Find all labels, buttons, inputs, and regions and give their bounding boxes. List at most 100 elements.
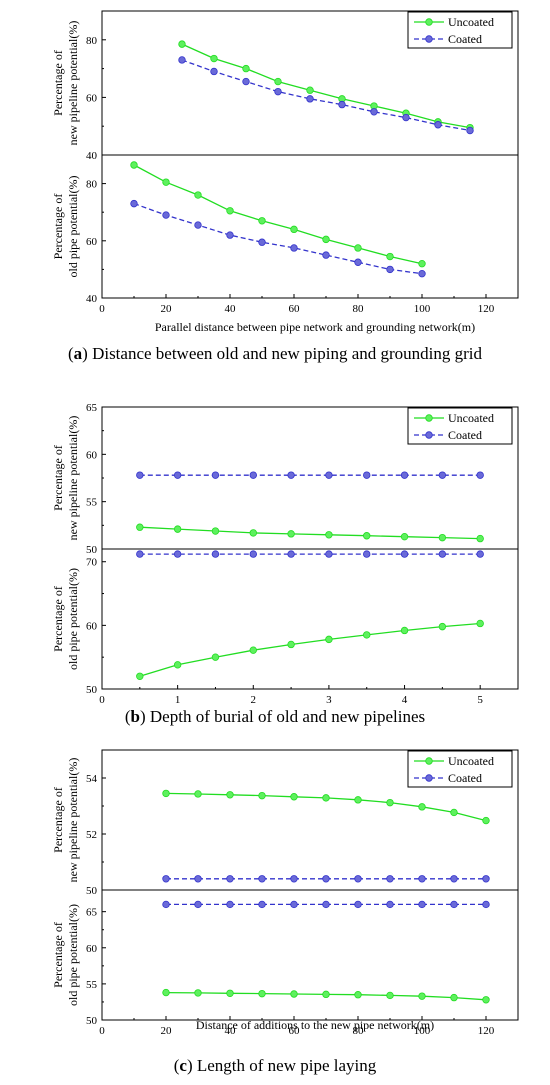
data-point-coated	[325, 550, 333, 558]
data-point-uncoated	[306, 86, 314, 94]
legend-label-uncoated: Uncoated	[448, 754, 494, 768]
legend: Uncoated Coated	[407, 407, 513, 445]
legend-box	[407, 407, 513, 445]
data-point-coated	[482, 900, 490, 909]
panel-caption: (a) Distance between old and new piping …	[68, 344, 483, 363]
subplot-a-2: 40 60 80 Percentage ofold pipe potential(%)	[51, 154, 519, 305]
legend-box	[407, 11, 513, 49]
y-axis-label-line: Percentage of	[51, 922, 65, 988]
data-point-coated	[226, 231, 234, 239]
legend-marker-coated	[425, 35, 433, 43]
data-point-coated	[173, 471, 182, 479]
data-point-uncoated	[322, 990, 330, 999]
y-tick-label: 65	[86, 907, 98, 919]
data-point-coated	[370, 108, 378, 116]
caption-paren: )	[82, 344, 88, 363]
x-tick-label: 100	[414, 1025, 431, 1037]
y-axis-label: Percentage ofold pipe potential(%)	[51, 904, 80, 1006]
caption-letter: c	[179, 1056, 187, 1075]
data-point-coated	[386, 265, 394, 274]
caption-letter: a	[74, 344, 83, 363]
data-point-coated	[211, 550, 220, 558]
data-point-coated	[438, 471, 447, 479]
data-point-coated	[136, 550, 144, 558]
data-point-coated	[258, 875, 266, 883]
data-point-uncoated	[136, 672, 144, 680]
data-point-coated	[194, 875, 202, 883]
data-point-coated	[162, 211, 170, 219]
data-point-uncoated	[325, 531, 333, 539]
y-tick-label: 40	[86, 293, 98, 305]
y-axis-label: Percentage ofold pipe potential(%)	[51, 176, 80, 278]
y-tick-label: 60	[86, 620, 98, 632]
data-point-uncoated	[210, 54, 218, 63]
y-axis-label-line: Percentage of	[51, 445, 65, 511]
data-point-uncoated	[363, 631, 371, 639]
legend-box	[407, 750, 513, 788]
x-tick-label: 0	[99, 1025, 105, 1037]
y-tick-label: 60	[86, 236, 98, 248]
data-point-coated	[354, 258, 362, 266]
legend-marker-uncoated	[425, 414, 433, 422]
data-point-uncoated	[194, 989, 202, 997]
caption-paren: )	[140, 707, 146, 726]
data-point-uncoated	[322, 794, 330, 802]
series-line-uncoated	[139, 622, 481, 677]
data-point-coated	[400, 471, 409, 479]
data-point-coated	[290, 875, 298, 883]
x-tick-label: 0	[99, 303, 105, 315]
data-point-uncoated	[438, 622, 447, 631]
legend-marker-uncoated	[425, 18, 433, 26]
data-point-uncoated	[290, 990, 298, 998]
panel-caption: (b) Depth of burial of old and new pipel…	[125, 707, 425, 726]
x-tick-label: 120	[478, 1025, 495, 1037]
data-point-uncoated	[211, 653, 220, 661]
y-axis-label: Percentage ofnew pipeline potential(%)	[51, 21, 80, 146]
data-point-uncoated	[482, 816, 490, 825]
y-tick-label: 54	[86, 773, 98, 785]
y-tick-label: 55	[86, 497, 98, 509]
data-point-uncoated	[325, 635, 333, 644]
y-axis-label-line: Percentage of	[51, 787, 65, 853]
data-point-coated	[482, 875, 490, 883]
data-point-uncoated	[354, 244, 362, 252]
legend-marker-coated	[425, 774, 433, 782]
caption-text: Length of new pipe laying	[193, 1056, 377, 1075]
data-point-uncoated	[386, 252, 394, 261]
x-axis-label: Parallel distance between pipe network a…	[155, 320, 475, 334]
caption-text: Depth of burial of old and new pipelines	[146, 707, 426, 726]
data-point-coated	[249, 550, 257, 558]
data-point-uncoated	[136, 523, 144, 531]
data-point-uncoated	[418, 259, 426, 268]
data-point-coated	[306, 95, 314, 103]
data-point-uncoated	[418, 992, 426, 1000]
data-point-uncoated	[450, 993, 458, 1002]
legend-label-coated: Coated	[448, 771, 482, 785]
data-point-uncoated	[162, 789, 170, 798]
y-tick-label: 50	[86, 544, 98, 556]
y-axis-label-line: Percentage of	[51, 586, 65, 652]
y-axis-label: Percentage ofnew pipeline potential(%)	[51, 416, 80, 541]
data-point-coated	[178, 56, 186, 64]
y-axis-label-line: old pipe potential(%)	[66, 176, 80, 278]
data-point-uncoated	[226, 791, 234, 799]
data-point-uncoated	[258, 989, 266, 998]
data-point-coated	[226, 900, 234, 909]
series-line-uncoated	[133, 164, 423, 265]
data-point-coated	[290, 900, 298, 909]
x-tick-label: 60	[289, 303, 301, 315]
panel-caption: (c) Length of new pipe laying	[174, 1056, 377, 1075]
data-point-coated	[242, 77, 250, 86]
data-point-coated	[258, 900, 266, 909]
data-point-uncoated	[162, 178, 170, 186]
plot-frame	[101, 889, 519, 1021]
x-tick-label: 1	[175, 694, 181, 706]
series-line-uncoated	[181, 43, 471, 129]
legend-label-coated: Coated	[448, 32, 482, 46]
data-point-coated	[226, 875, 234, 883]
y-tick-label: 60	[86, 943, 98, 955]
data-point-uncoated	[400, 626, 409, 635]
x-tick-label: 20	[161, 303, 173, 315]
data-point-uncoated	[418, 803, 426, 811]
